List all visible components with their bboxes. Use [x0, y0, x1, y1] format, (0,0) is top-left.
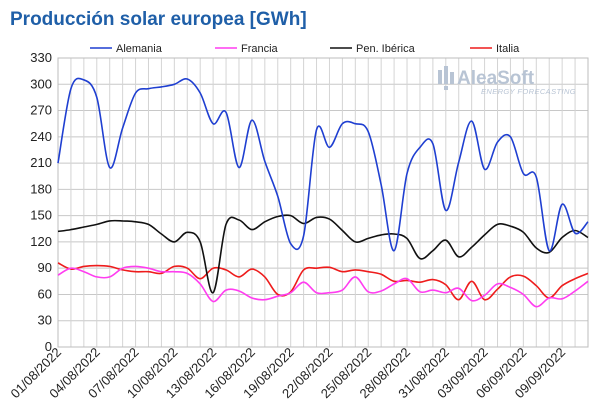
series-line-pen-iberica [57, 214, 589, 294]
logo-mark-icon [438, 66, 454, 90]
series-line-italia [57, 262, 589, 301]
y-tick-label: 30 [38, 313, 52, 328]
legend-label-pen-iberica: Pen. Ibérica [356, 43, 416, 55]
y-tick-label: 150 [30, 208, 52, 223]
plot-frame [57, 57, 589, 348]
y-tick-label: 60 [38, 286, 52, 301]
chart-grid [57, 57, 589, 348]
legend-label-italia: Italia [496, 43, 520, 55]
series-line-alemania [57, 77, 589, 252]
y-tick-label: 0 [45, 339, 52, 354]
logo-name: AleaSoft [457, 68, 535, 89]
legend-label-alemania: Alemania [116, 43, 163, 55]
y-tick-label: 330 [30, 50, 52, 65]
y-tick-label: 90 [38, 260, 52, 275]
y-tick-label: 300 [30, 76, 52, 91]
y-tick-label: 210 [30, 155, 52, 170]
chart-legend: Alemania Francia Pen. Ibérica Italia [90, 43, 520, 55]
series-line-francia [57, 265, 589, 308]
logo-tagline: ENERGY FORECASTING [481, 87, 576, 96]
chart-title: Producción solar europea [GWh] [10, 9, 307, 30]
y-tick-label: 180 [30, 181, 52, 196]
y-tick-label: 270 [30, 103, 52, 118]
legend-label-francia: Francia [241, 43, 279, 55]
aleasoft-logo: AleaSoft ENERGY FORECASTING [438, 66, 576, 96]
y-axis-ticks: 0 30 60 90 120 150 180 210 240 270 300 330 [30, 50, 52, 354]
x-axis-ticks: 01/08/202204/08/202207/08/202210/08/2022… [7, 345, 568, 402]
y-tick-label: 120 [30, 234, 52, 249]
chart-series [57, 77, 589, 308]
y-tick-label: 240 [30, 129, 52, 144]
